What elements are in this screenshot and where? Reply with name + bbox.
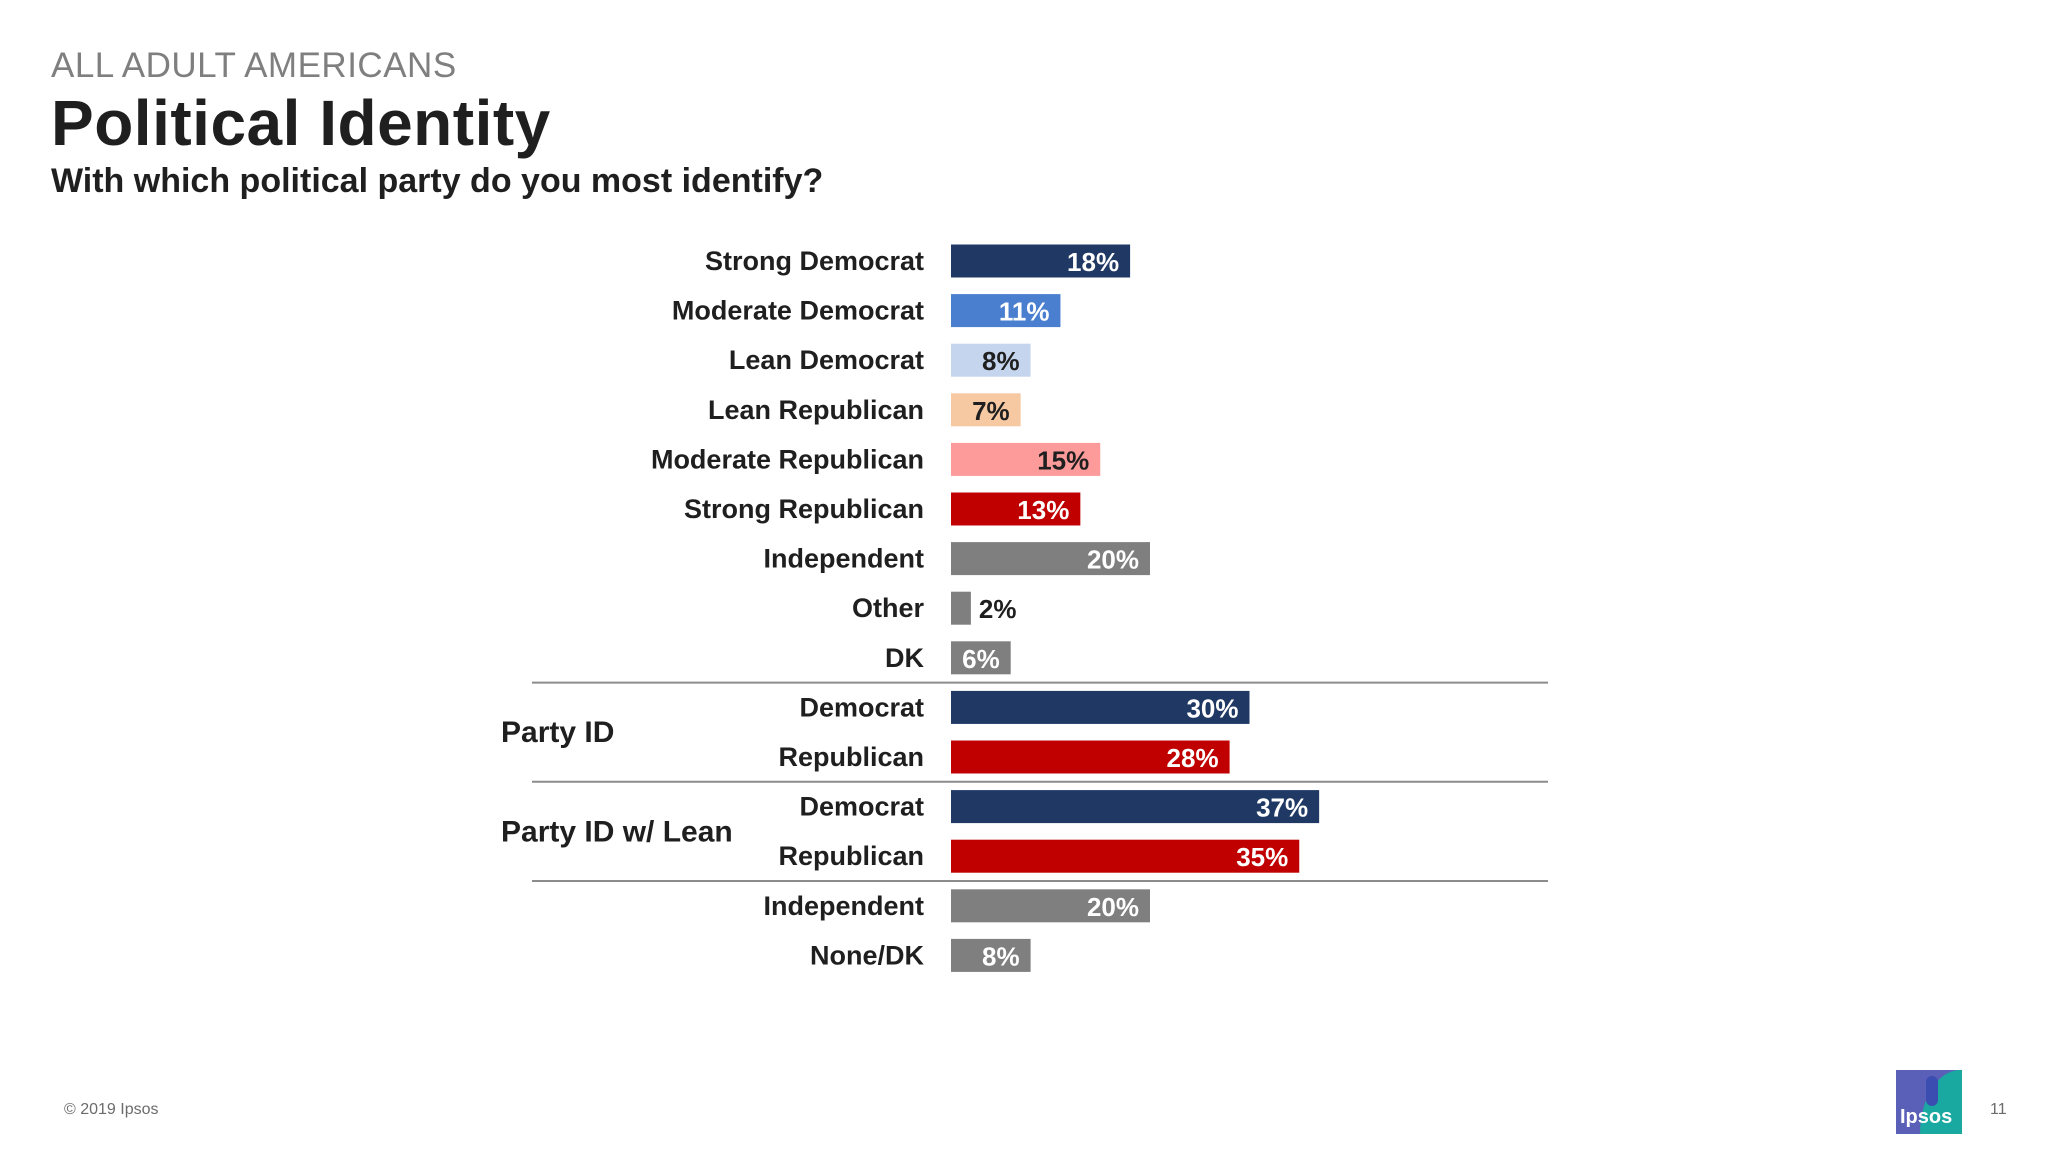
group-label: Party ID w/ Lean bbox=[501, 815, 733, 848]
bar bbox=[951, 591, 971, 625]
category-label: Republican bbox=[778, 841, 924, 871]
value-label: 7% bbox=[972, 396, 1010, 426]
value-label: 20% bbox=[1087, 892, 1139, 922]
page-title: Political Identity bbox=[51, 87, 551, 159]
bar bbox=[951, 839, 1300, 873]
bar bbox=[951, 343, 1031, 377]
value-label: 8% bbox=[982, 346, 1020, 376]
bar bbox=[951, 938, 1031, 972]
ipsos-logo: Ipsos bbox=[1896, 1070, 1962, 1134]
category-label: None/DK bbox=[810, 940, 925, 970]
category-label: Moderate Democrat bbox=[672, 296, 924, 326]
question-subtitle: With which political party do you most i… bbox=[51, 162, 824, 200]
value-label: 11% bbox=[999, 297, 1050, 327]
value-label: 35% bbox=[1236, 842, 1288, 872]
logo-figure-icon bbox=[1926, 1076, 1938, 1106]
category-label: Independent bbox=[764, 891, 925, 921]
category-label: Strong Republican bbox=[684, 494, 924, 524]
category-label: Democrat bbox=[799, 792, 924, 822]
bar bbox=[951, 492, 1081, 526]
bar bbox=[951, 244, 1131, 278]
category-label: Lean Democrat bbox=[729, 345, 924, 375]
value-label: 8% bbox=[982, 941, 1020, 971]
value-label: 28% bbox=[1167, 743, 1219, 773]
value-label: 13% bbox=[1017, 495, 1069, 525]
logo-wordmark: Ipsos bbox=[1900, 1106, 1953, 1128]
bar bbox=[951, 442, 1101, 476]
bar bbox=[951, 393, 1021, 427]
category-label: Democrat bbox=[799, 692, 924, 722]
bar bbox=[951, 790, 1320, 824]
bar bbox=[951, 889, 1150, 923]
category-label: Lean Republican bbox=[708, 395, 924, 425]
value-label: 18% bbox=[1067, 247, 1119, 277]
category-label: Moderate Republican bbox=[651, 444, 924, 474]
value-label: 37% bbox=[1256, 793, 1308, 823]
category-label: Other bbox=[852, 593, 925, 623]
bar bbox=[951, 542, 1150, 576]
bar-chart: Strong Democrat 18% Moderate Democrat 11% Le… bbox=[501, 244, 1548, 972]
group-label: Party ID bbox=[501, 716, 614, 749]
value-label: 20% bbox=[1087, 545, 1139, 575]
page-number: 11 bbox=[1990, 1101, 2007, 1118]
copyright-text: © 2019 Ipsos bbox=[64, 1101, 159, 1118]
category-label: Independent bbox=[764, 544, 925, 574]
value-label: 30% bbox=[1186, 693, 1238, 723]
category-label: Republican bbox=[778, 742, 924, 772]
value-label: 2% bbox=[979, 594, 1017, 624]
value-label: 6% bbox=[962, 644, 1000, 674]
eyebrow-label: ALL ADULT AMERICANS bbox=[51, 46, 457, 85]
category-label: DK bbox=[885, 643, 924, 673]
bar bbox=[951, 740, 1230, 774]
value-label: 15% bbox=[1037, 445, 1089, 475]
bar bbox=[951, 690, 1250, 724]
bar bbox=[951, 294, 1061, 328]
bar bbox=[951, 641, 1011, 675]
category-label: Strong Democrat bbox=[705, 246, 924, 276]
